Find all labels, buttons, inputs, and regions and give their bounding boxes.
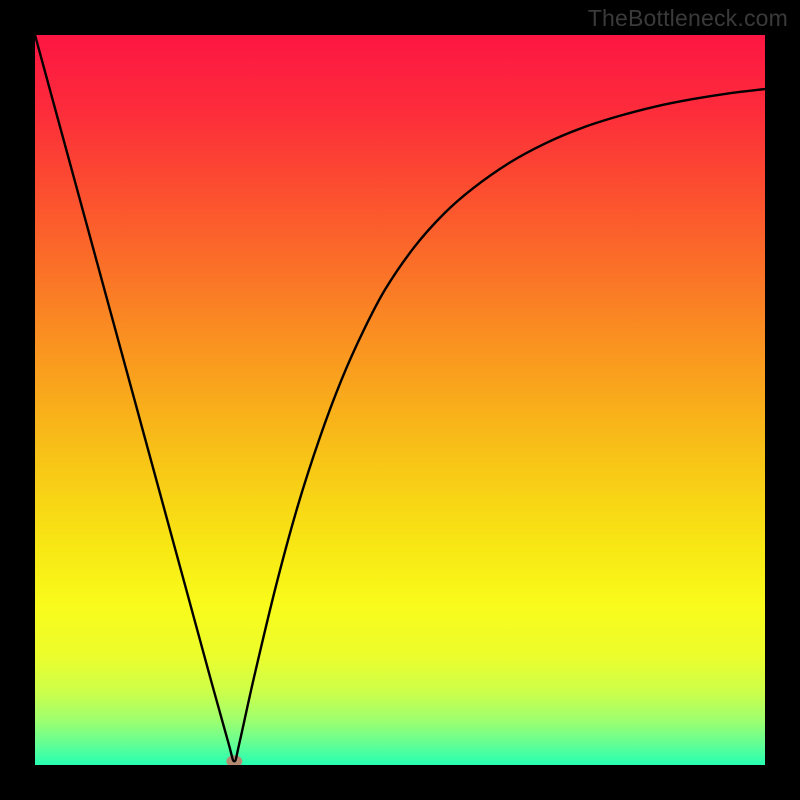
plot-area <box>35 35 765 765</box>
chart-frame: TheBottleneck.com <box>0 0 800 800</box>
gradient-background <box>35 35 765 765</box>
watermark-text: TheBottleneck.com <box>588 5 788 32</box>
